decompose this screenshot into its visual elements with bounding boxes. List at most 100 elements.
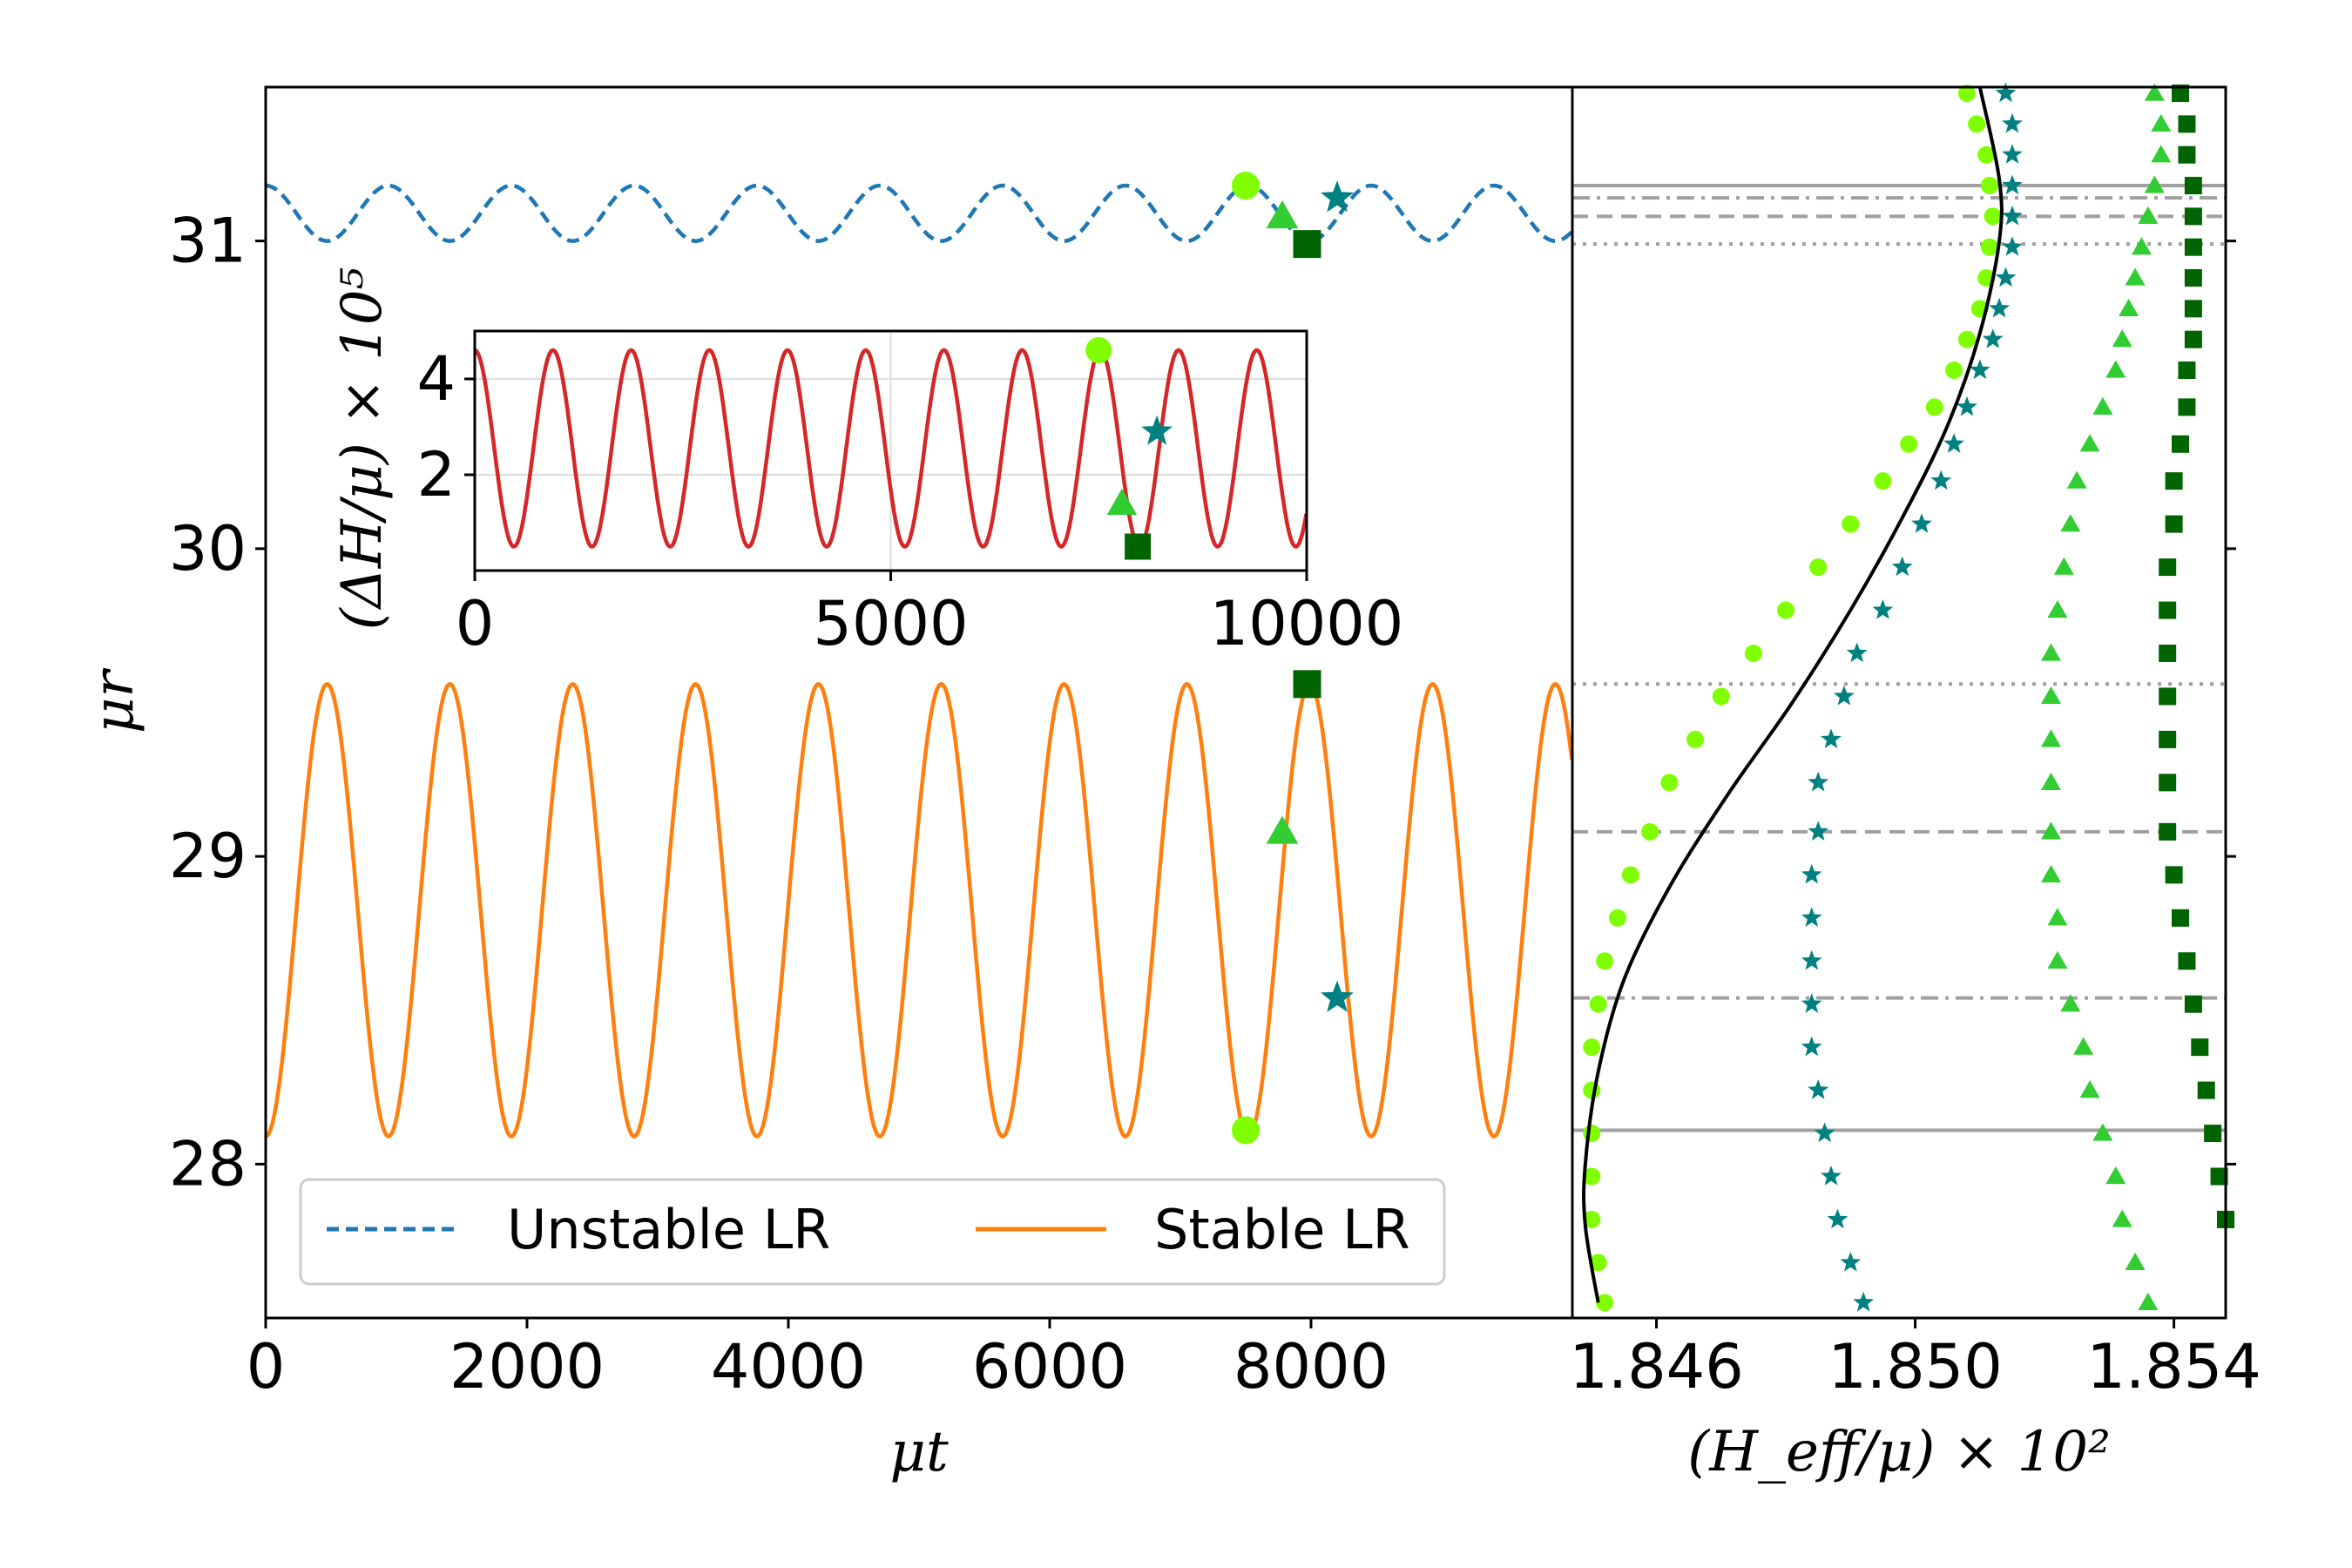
right-marker-square-20 [2159, 822, 2177, 841]
right-marker-square-3 [2184, 177, 2202, 195]
legend: Unstable LR Stable LR [299, 1178, 1446, 1286]
right-marker-triangle-0 [2144, 83, 2165, 101]
main-series-layer [264, 183, 1574, 1139]
right-marker-triangle-12 [2066, 470, 2087, 489]
main-panel: 0 2000 4000 6000 8000 28 29 30 31 μt μr Unstabl… [82, 85, 1574, 1484]
right-marker-star-16 [1846, 642, 1868, 663]
series-line-unstable [265, 183, 1573, 243]
main-y-axis-title: μr [82, 668, 146, 734]
right-marker-star-10 [1957, 395, 1977, 416]
right-x-ticks: 1.846 1.850 1.854 [1569, 1318, 2261, 1402]
right-marker-star-27 [1814, 1122, 1835, 1143]
right-marker-star-14 [1891, 556, 1913, 577]
right-marker-square-28 [2210, 1167, 2228, 1186]
main-marker-circle-0 [1232, 172, 1260, 200]
main-x-tick-label: 2000 [449, 1331, 605, 1402]
right-marker-triangle-24 [2060, 994, 2081, 1012]
right-series-layer [1583, 82, 2234, 1312]
right-marker-square-23 [2178, 952, 2196, 970]
right-marker-circle-8 [1957, 330, 1976, 348]
right-marker-circle-0 [1957, 84, 1976, 103]
right-marker-triangle-9 [2105, 360, 2126, 378]
right-marker-star-9 [1969, 359, 1990, 380]
main-markers-layer [1232, 172, 1354, 1145]
right-marker-star-20 [1808, 821, 1829, 841]
right-marker-star-23 [1801, 950, 1822, 970]
right-marker-star-26 [1808, 1079, 1829, 1099]
right-marker-triangle-25 [2073, 1037, 2094, 1055]
right-marker-square-13 [2165, 515, 2183, 533]
right-marker-square-15 [2159, 601, 2177, 619]
main-y-ticks: 28 29 30 31 [169, 206, 266, 1200]
right-marker-circle-5 [1980, 238, 1998, 256]
right-axes-frame [1571, 85, 2227, 1320]
main-x-axis-title: μt [889, 1420, 949, 1484]
main-marker-square-3 [1293, 230, 1321, 259]
right-marker-star-24 [1801, 993, 1822, 1013]
main-x-tick-label: 8000 [1233, 1331, 1389, 1402]
right-marker-circle-2 [1977, 145, 1996, 164]
main-marker-square-7 [1293, 670, 1321, 699]
right-marker-triangle-22 [2047, 908, 2068, 926]
right-marker-triangle-29 [2112, 1209, 2132, 1227]
right-marker-circle-1 [1968, 115, 1986, 133]
right-marker-triangle-13 [2060, 514, 2081, 532]
right-marker-star-1 [2002, 112, 2023, 133]
main-x-tick-label: 0 [247, 1331, 286, 1402]
right-marker-triangle-21 [2041, 864, 2062, 882]
legend-label-unstable: Unstable LR [507, 1198, 830, 1261]
inset-y-ticks: 24 [416, 343, 475, 510]
right-marker-triangle-5 [2131, 237, 2152, 255]
right-marker-circle-26 [1583, 1081, 1601, 1099]
right-marker-square-16 [2159, 644, 2177, 662]
right-marker-star-21 [1801, 863, 1822, 884]
inset-marker-square-3 [1125, 533, 1152, 560]
right-marker-triangle-14 [2053, 557, 2074, 575]
right-marker-triangle-11 [2079, 434, 2100, 452]
right-marker-square-6 [2184, 269, 2202, 287]
right-marker-star-31 [1853, 1291, 1874, 1312]
right-marker-triangle-4 [2138, 206, 2159, 224]
right-marker-triangle-2 [2151, 145, 2172, 163]
legend-label-stable: Stable LR [1154, 1198, 1410, 1261]
main-y-tick-label: 29 [169, 821, 247, 892]
right-marker-triangle-31 [2138, 1292, 2159, 1310]
right-marker-star-4 [2002, 205, 2023, 226]
main-marker-star-2 [1321, 180, 1354, 213]
inset-marker-triangle-1 [1106, 488, 1138, 515]
right-marker-star-8 [1982, 328, 2004, 348]
right-marker-circle-23 [1596, 952, 1614, 970]
right-marker-circle-24 [1589, 995, 1607, 1013]
right-marker-square-21 [2165, 866, 2183, 884]
right-marker-star-11 [1943, 433, 1964, 453]
inset-series-layer [474, 348, 1308, 549]
right-marker-star-30 [1840, 1251, 1862, 1272]
inset-marker-star-2 [1141, 415, 1173, 445]
main-marker-triangle-5 [1266, 815, 1299, 844]
right-marker-star-12 [1930, 470, 1952, 490]
right-marker-square-17 [2159, 687, 2177, 706]
right-marker-star-3 [2002, 174, 2023, 195]
inset-x-tick-label: 5000 [813, 588, 968, 659]
right-marker-square-18 [2159, 730, 2177, 748]
right-marker-triangle-10 [2092, 396, 2113, 416]
main-marker-circle-4 [1232, 1116, 1260, 1145]
right-marker-circle-15 [1777, 601, 1795, 619]
right-marker-circle-18 [1686, 730, 1705, 748]
right-marker-square-11 [2172, 435, 2190, 453]
right-hlines-layer [1572, 184, 2226, 1132]
right-marker-square-9 [2178, 361, 2196, 379]
right-marker-square-5 [2184, 238, 2202, 256]
right-marker-star-25 [1801, 1036, 1822, 1057]
right-x-tick-label: 1.854 [2086, 1331, 2261, 1402]
right-marker-square-10 [2178, 398, 2196, 416]
right-marker-circle-16 [1744, 644, 1762, 662]
right-marker-triangle-19 [2041, 772, 2062, 790]
right-marker-circle-14 [1809, 558, 1828, 577]
right-marker-square-0 [2172, 84, 2190, 103]
right-marker-square-14 [2159, 558, 2177, 577]
right-marker-triangle-26 [2079, 1080, 2100, 1098]
right-marker-square-4 [2184, 207, 2202, 226]
inset-markers-layer [1085, 337, 1173, 560]
